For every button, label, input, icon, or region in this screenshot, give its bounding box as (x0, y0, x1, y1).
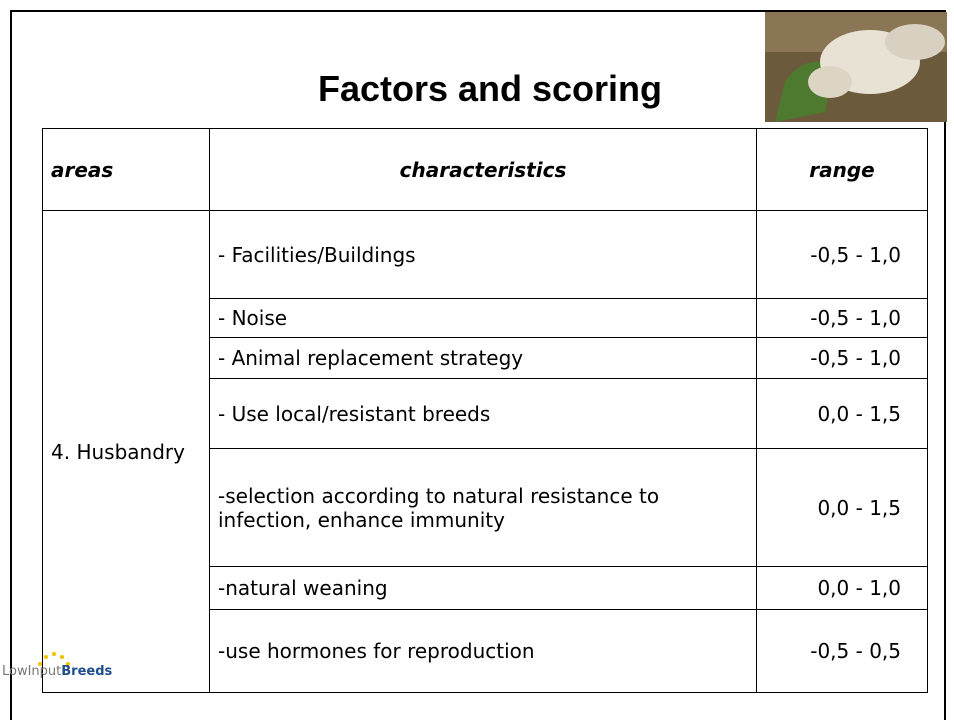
table-row: 4. Husbandry- Facilities/Buildings-0,5 -… (43, 211, 928, 299)
header-cell: areas (43, 129, 210, 211)
title: Factors and scoring (240, 68, 740, 110)
characteristic-cell: -use hormones for reproduction (210, 610, 757, 693)
characteristic-text: - Facilities/Buildings (218, 243, 416, 267)
range-cell: 0,0 - 1,5 (757, 449, 928, 567)
characteristic-text: -use hormones for reproduction (218, 639, 535, 663)
range-cell: -0,5 - 1,0 (757, 299, 928, 338)
range-cell: 0,0 - 1,5 (757, 379, 928, 449)
range-cell: -0,5 - 0,5 (757, 610, 928, 693)
characteristic-cell: - Noise (210, 299, 757, 338)
logo-text: LowInput (2, 664, 61, 679)
photo (765, 12, 947, 122)
characteristic-text: -selection according to natural resistan… (218, 484, 718, 532)
page: Factors and scoring areas characteristic… (0, 0, 954, 720)
characteristic-cell: -selection according to natural resistan… (210, 449, 757, 567)
characteristic-cell: -natural weaning (210, 567, 757, 610)
characteristic-cell: - Use local/resistant breeds (210, 379, 757, 449)
characteristic-text: - Animal replacement strategy (218, 346, 523, 370)
table: areas characteristics range 4. Husbandry… (42, 128, 928, 693)
characteristic-cell: - Facilities/Buildings (210, 211, 757, 299)
characteristic-text: - Use local/resistant breeds (218, 402, 490, 426)
header-cell: range (757, 129, 928, 211)
logo-text: Breeds (61, 664, 112, 679)
range-cell: 0,0 - 1,0 (757, 567, 928, 610)
range-cell: -0,5 - 1,0 (757, 211, 928, 299)
range-cell: -0,5 - 1,0 (757, 338, 928, 379)
area-cell: 4. Husbandry (43, 211, 210, 693)
header-cell: characteristics (210, 129, 757, 211)
characteristic-cell: - Animal replacement strategy (210, 338, 757, 379)
characteristic-text: - Noise (218, 306, 287, 330)
characteristic-text: -natural weaning (218, 576, 388, 600)
